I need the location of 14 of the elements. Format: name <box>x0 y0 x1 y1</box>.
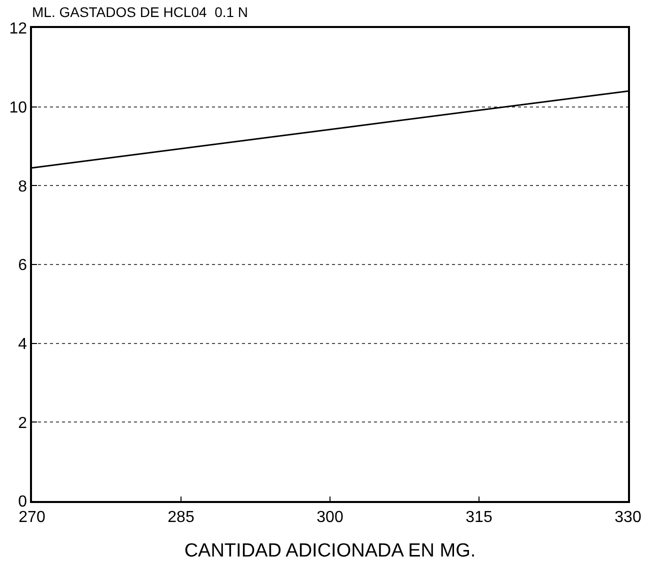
x-tick-label: 270 <box>18 508 46 526</box>
y-tick-label: 10 <box>9 99 28 116</box>
x-tick-label: 315 <box>466 508 492 526</box>
y-tick-label: 4 <box>18 336 28 353</box>
x-tick-label: 285 <box>168 508 194 526</box>
x-tick-label: 330 <box>614 508 642 526</box>
x-tick-label: 300 <box>316 508 344 526</box>
y-axis-title: ML. GASTADOS DE HCL04 0.1 N <box>32 4 248 20</box>
y-tick-label: 2 <box>18 414 28 432</box>
x-axis-title: CANTIDAD ADICIONADA EN MG. <box>184 540 476 562</box>
y-tick-label: 12 <box>9 20 28 38</box>
y-tick-label: 8 <box>18 178 28 196</box>
y-tick-label: 6 <box>18 257 28 274</box>
y-tick-label: 0 <box>18 494 28 511</box>
